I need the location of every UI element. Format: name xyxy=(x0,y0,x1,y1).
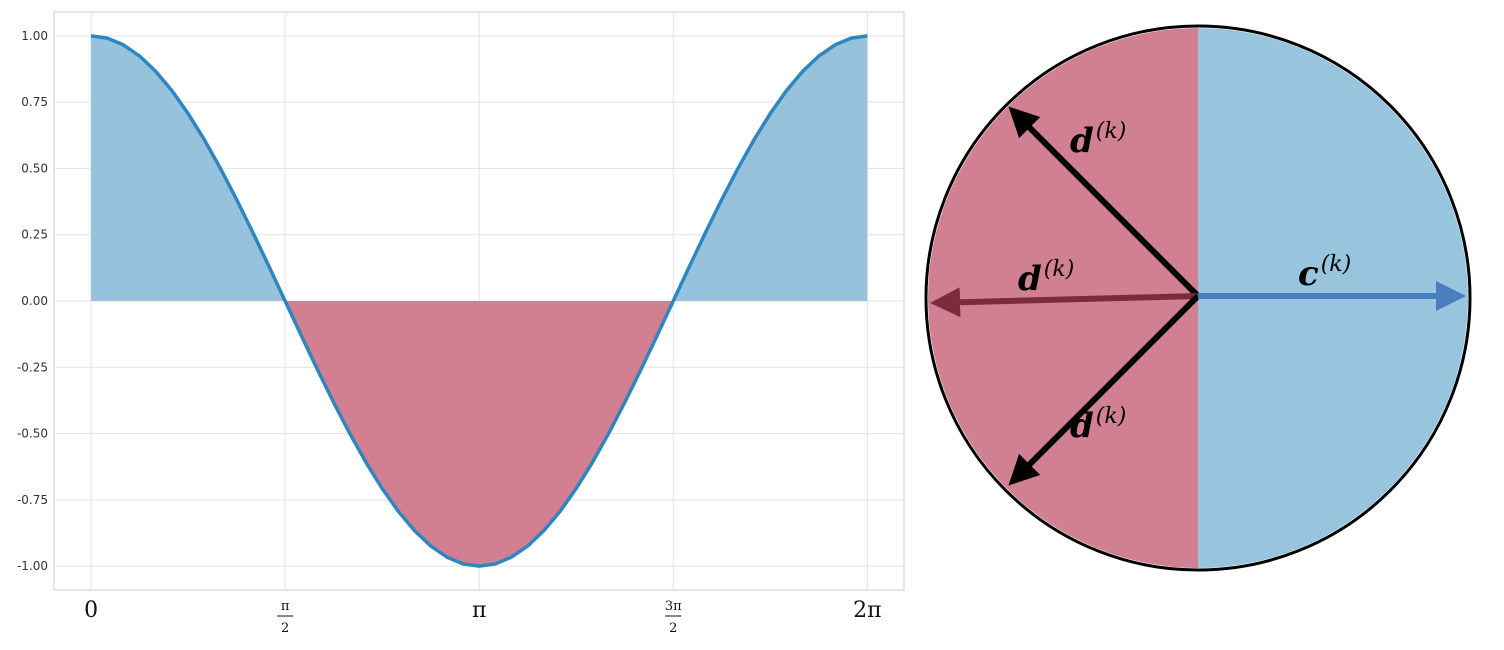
y-tick-label: -1.00 xyxy=(17,559,48,573)
y-tick-label: -0.25 xyxy=(17,360,48,374)
vector-symbol: d xyxy=(1070,406,1094,446)
area-fills xyxy=(91,35,868,567)
positive-half xyxy=(1198,28,1468,568)
vector-symbol: d xyxy=(1018,259,1042,299)
y-tick-label: -0.50 xyxy=(17,427,48,441)
vector-arrow-d xyxy=(1008,106,1201,299)
cosine-chart: 1.00 0.75 0.50 0.25 0.00 -0.25 -0.50 -0.75 -1.00… xyxy=(17,11,905,636)
x-tick-label: π xyxy=(472,598,486,623)
vector-diagram: d(k)d(k)d(k)c(k) xyxy=(924,24,1472,572)
y-axis-ticks: 1.00 0.75 0.50 0.25 0.00 -0.25 -0.50 -0.75 -1.00 xyxy=(17,29,48,573)
x-tick-denominator: 2 xyxy=(669,621,677,636)
vector-arrow-d xyxy=(930,287,1199,318)
y-tick-label: 0.50 xyxy=(21,161,48,175)
vector-label-c: c(k) xyxy=(1298,252,1351,294)
x-tick-denominator: 2 xyxy=(281,621,289,636)
x-tick-label: 2π xyxy=(853,598,881,623)
y-tick-label: 0.25 xyxy=(21,228,48,242)
vector-symbol: d xyxy=(1070,121,1094,161)
vector-arrow-d xyxy=(1008,293,1201,486)
y-tick-label: 0.00 xyxy=(21,294,48,308)
x-tick-numerator: 3π xyxy=(665,599,682,614)
x-tick-label: 0 xyxy=(84,598,98,623)
vector-label-d: d(k) xyxy=(1018,257,1074,299)
negative-area xyxy=(91,301,868,567)
x-tick-fraction: π2 xyxy=(277,599,294,636)
positive-area xyxy=(91,35,868,301)
vector-label-d: d(k) xyxy=(1070,404,1126,446)
vector-superscript: (k) xyxy=(1096,119,1127,144)
unit-circle xyxy=(924,24,1472,572)
vector-superscript: (k) xyxy=(1096,404,1127,429)
vector-label-d: d(k) xyxy=(1070,119,1126,161)
y-tick-label: 0.75 xyxy=(21,95,48,109)
vector-superscript: (k) xyxy=(1321,252,1352,277)
x-tick-numerator: π xyxy=(281,599,290,614)
y-tick-label: -0.75 xyxy=(17,493,48,507)
vector-superscript: (k) xyxy=(1044,257,1075,282)
x-tick-fraction: 3π2 xyxy=(665,599,682,636)
y-tick-label: 1.00 xyxy=(21,29,48,43)
curve xyxy=(90,34,868,568)
vectors: d(k)d(k)d(k)c(k) xyxy=(930,106,1466,486)
vector-symbol: c xyxy=(1298,254,1319,294)
